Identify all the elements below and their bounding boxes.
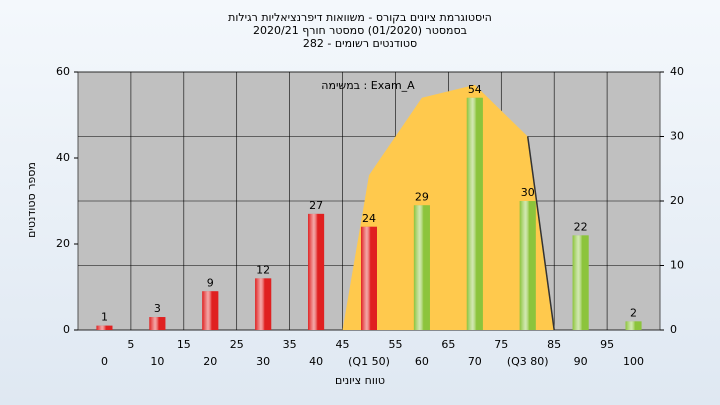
value-label: 1	[101, 311, 108, 324]
bar	[413, 205, 430, 330]
title-line: בסמסטר (01/2020) סמסטר חורף 2020/21	[253, 24, 467, 37]
y-tick-label: 40	[56, 151, 70, 164]
x-tick-label: 10	[150, 355, 164, 368]
y2-tick-label: 0	[670, 323, 677, 336]
bar	[149, 317, 166, 330]
x-tick-label: (Q3 80)	[507, 355, 549, 368]
annotation: במשימה : Exam_A	[321, 79, 415, 92]
x-tick-label: 25	[230, 338, 244, 351]
x-tick-label: 30	[256, 355, 270, 368]
bar	[519, 201, 536, 330]
y-tick-label: 20	[56, 237, 70, 250]
value-label: 22	[574, 220, 588, 233]
x-tick-label: 5	[127, 338, 134, 351]
x-tick-label: (Q1 50)	[348, 355, 390, 368]
x-tick-label: 40	[309, 355, 323, 368]
value-label: 29	[415, 190, 429, 203]
x-tick-label: 55	[388, 338, 402, 351]
distribution-area	[342, 84, 555, 331]
x-tick-label: 90	[574, 355, 588, 368]
y-axis-label: מספר סטודנטים	[25, 162, 38, 238]
x-tick-label: 20	[203, 355, 217, 368]
x-tick-label: 100	[623, 355, 644, 368]
x-tick-label: 95	[600, 338, 614, 351]
x-tick-label: 85	[547, 338, 561, 351]
value-label: 3	[154, 302, 161, 315]
y2-tick-label: 30	[670, 130, 684, 143]
title-line: היסטוגרמת ציונים בקורס - משוואות דיפרנצי…	[228, 11, 492, 24]
x-tick-label: 60	[415, 355, 429, 368]
bar	[308, 213, 325, 330]
bar	[361, 226, 377, 330]
area-edge	[526, 136, 555, 331]
value-label: 24	[362, 212, 376, 225]
bar	[255, 278, 272, 330]
bar	[202, 291, 219, 330]
y-tick-label: 0	[63, 323, 70, 336]
value-label: 30	[521, 186, 535, 199]
value-label: 12	[256, 263, 270, 276]
x-tick-label: 65	[441, 338, 455, 351]
bar	[625, 321, 642, 330]
y2-tick-label: 40	[670, 65, 684, 78]
y2-tick-label: 20	[670, 194, 684, 207]
bar	[96, 325, 113, 330]
x-axis-label: טווח ציונים	[335, 374, 385, 387]
value-label: 9	[207, 276, 214, 289]
x-tick-label: 35	[283, 338, 297, 351]
x-tick-label: 15	[177, 338, 191, 351]
value-label: 54	[468, 83, 482, 96]
title-line: סטודנטים רשומים - 282	[303, 37, 417, 50]
bar	[466, 97, 483, 330]
value-label: 27	[309, 199, 323, 212]
bar	[572, 235, 589, 330]
x-tick-label: 70	[468, 355, 482, 368]
y2-tick-label: 10	[670, 259, 684, 272]
x-tick-label: 45	[336, 338, 350, 351]
x-tick-label: 75	[494, 338, 508, 351]
y-tick-label: 60	[56, 65, 70, 78]
value-label: 2	[630, 306, 637, 319]
x-tick-label: 0	[101, 355, 108, 368]
